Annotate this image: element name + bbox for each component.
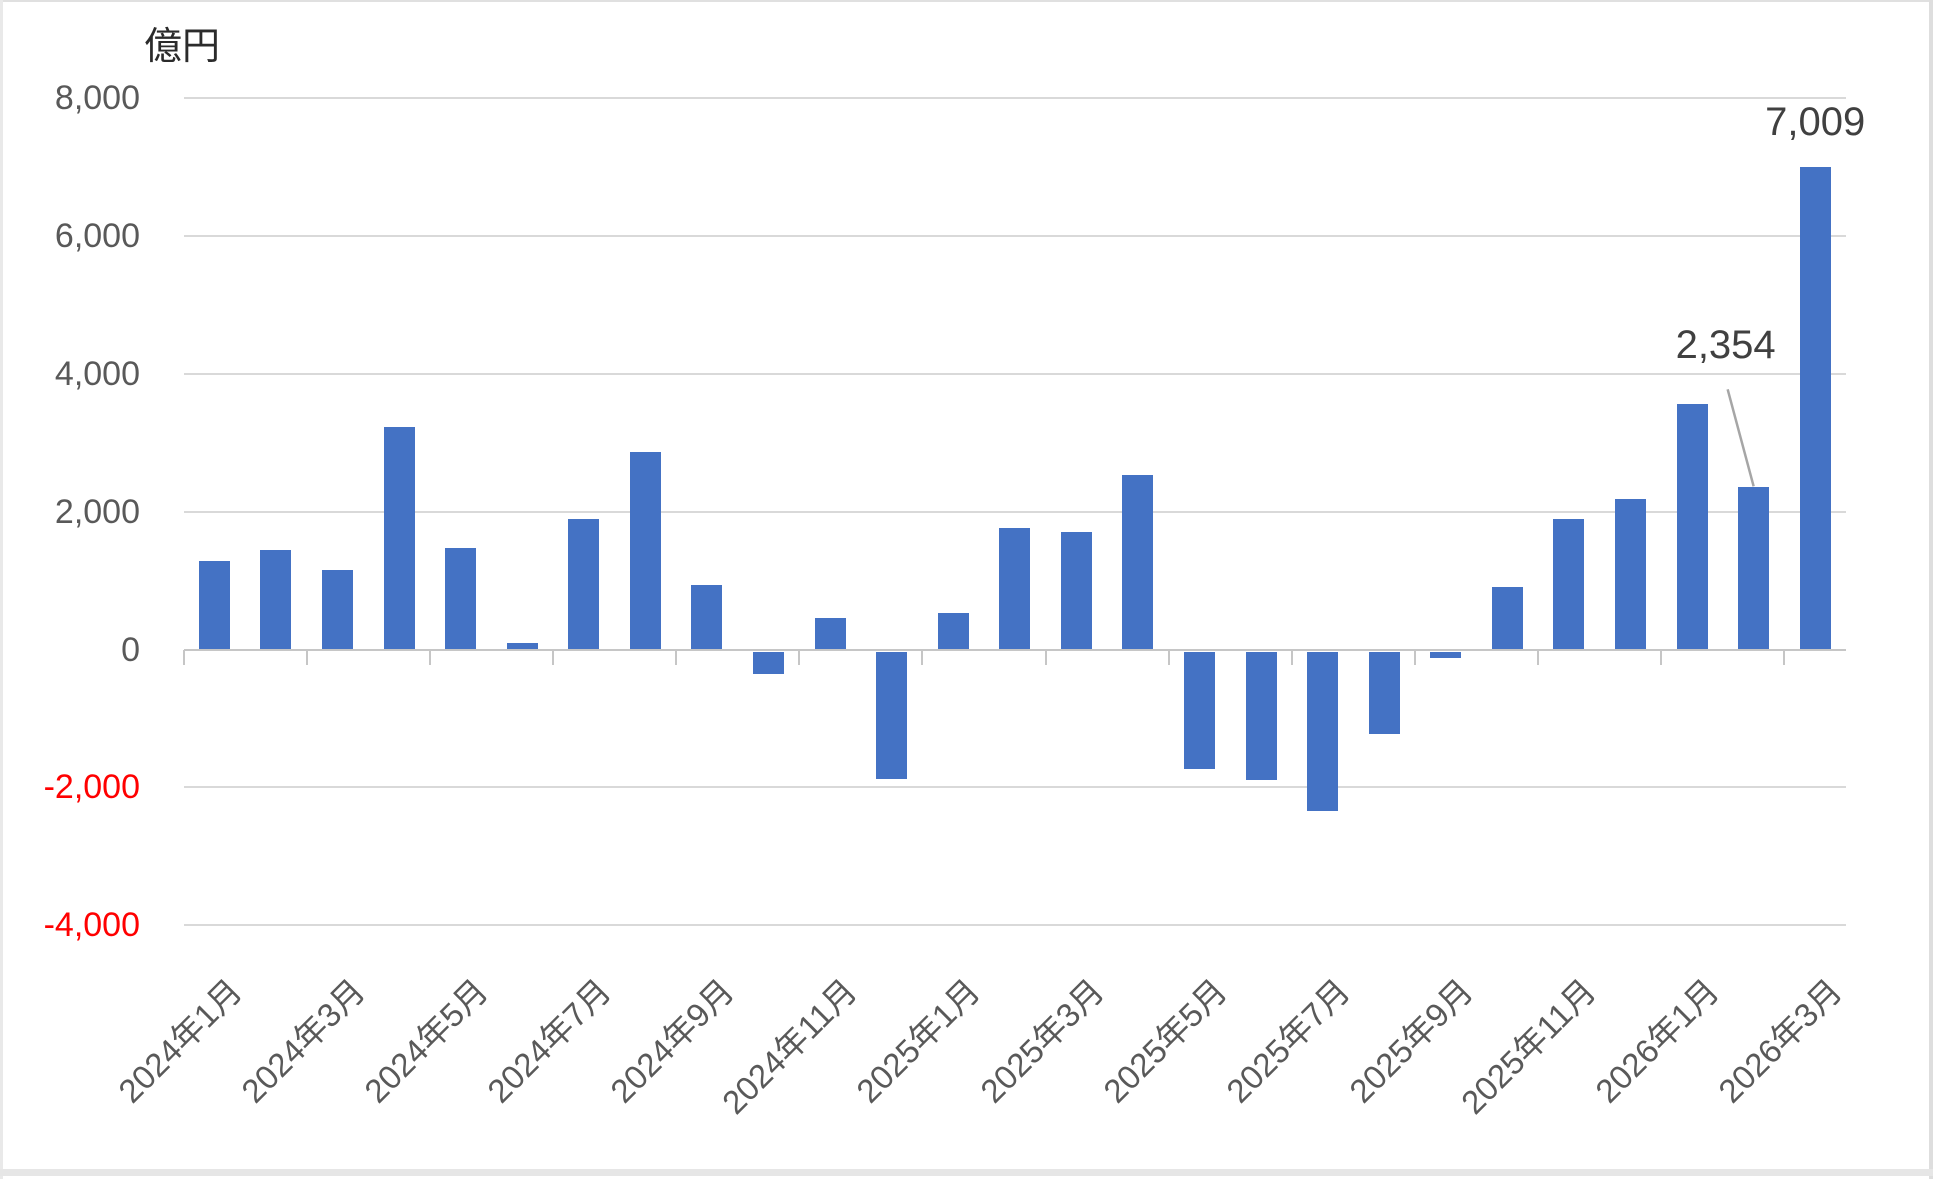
window-border-left [0,0,3,1179]
x-axis-tick [1413,649,1416,665]
x-axis-tick [1044,649,1047,665]
bar-2024年10月[interactable] [752,651,784,675]
x-axis-tick [428,649,431,665]
y-axis-unit-label: 億円 [144,26,221,68]
bar-2024年11月[interactable] [814,617,846,650]
bar-2025年12月[interactable] [1614,498,1646,650]
x-axis-tick [798,649,801,665]
x-axis-tick [305,649,308,665]
y-axis-tick-label: -2,000 [43,768,140,807]
x-axis-tick [1783,649,1786,665]
gridline [183,97,1846,100]
bar-2025年7月[interactable] [1307,651,1339,811]
bar-2025年4月[interactable] [1122,475,1154,650]
data-label: 7,009 [1765,99,1866,144]
x-axis-tick-label: 2025年3月 [972,972,1111,1110]
y-axis-tick-label: 2,000 [54,492,140,531]
bar-2026年1月[interactable] [1676,403,1708,650]
x-axis-tick-label: 2024年3月 [233,972,372,1110]
gridline [183,235,1846,238]
bar-2025年6月[interactable] [1245,651,1277,781]
x-axis-tick [675,649,678,665]
x-axis-tick [1167,649,1170,665]
y-axis-tick-label: 4,000 [54,354,140,393]
bar-2025年2月[interactable] [999,527,1031,650]
bar-2024年8月[interactable] [629,452,661,650]
x-axis-tick [1660,649,1663,665]
x-axis-tick-label: 2024年7月 [480,972,618,1110]
bar-2025年1月[interactable] [937,612,969,650]
bar-2024年7月[interactable] [568,518,600,650]
y-axis-tick-label: 8,000 [54,79,140,118]
leader-line [1726,388,1755,487]
y-axis-tick-label: -4,000 [43,906,140,945]
x-axis-tick-label: 2026年1月 [1588,972,1727,1110]
gridline [183,924,1846,927]
bar-2026年2月[interactable] [1738,487,1770,650]
bar-2024年12月[interactable] [876,651,908,780]
bar-2024年6月[interactable] [506,643,538,650]
x-axis-tick-label: 2025年1月 [849,972,988,1110]
bar-2026年3月[interactable] [1799,166,1831,650]
y-axis-tick-label: 6,000 [54,217,140,256]
bar-2024年2月[interactable] [260,550,292,650]
bar-2025年3月[interactable] [1060,531,1092,650]
gridline [183,786,1846,789]
x-axis-tick [182,649,185,665]
window-border-top [0,0,1933,2]
x-axis-tick-label: 2024年1月 [110,972,249,1110]
x-axis-tick-label: 2024年5月 [357,972,495,1110]
bar-2024年4月[interactable] [383,426,415,650]
bar-2024年1月[interactable] [198,560,230,650]
window-border-right [1929,0,1933,1179]
y-axis-tick-label: 0 [121,630,140,669]
bar-2024年9月[interactable] [691,584,723,650]
x-axis-tick [1290,649,1293,665]
x-axis-tick [1537,649,1540,665]
x-axis-tick [921,649,924,665]
x-axis-line [183,648,1846,651]
x-axis-tick-label: 2025年5月 [1095,972,1234,1110]
bar-2024年5月[interactable] [445,547,477,650]
gridline [183,510,1846,513]
x-axis-tick [551,649,554,665]
bar-2024年3月[interactable] [321,569,353,650]
bar-2025年9月[interactable] [1430,651,1462,658]
x-axis-tick-label: 2025年7月 [1219,972,1357,1110]
gridline [183,372,1846,375]
window-border-bottom [0,1169,1933,1176]
bar-2025年10月[interactable] [1491,586,1523,650]
data-label: 2,354 [1675,323,1776,368]
x-axis-tick-label: 2026年3月 [1711,972,1850,1110]
bar-2025年8月[interactable] [1368,651,1400,735]
bar-2025年11月[interactable] [1553,518,1585,650]
bar-2025年5月[interactable] [1183,651,1215,770]
